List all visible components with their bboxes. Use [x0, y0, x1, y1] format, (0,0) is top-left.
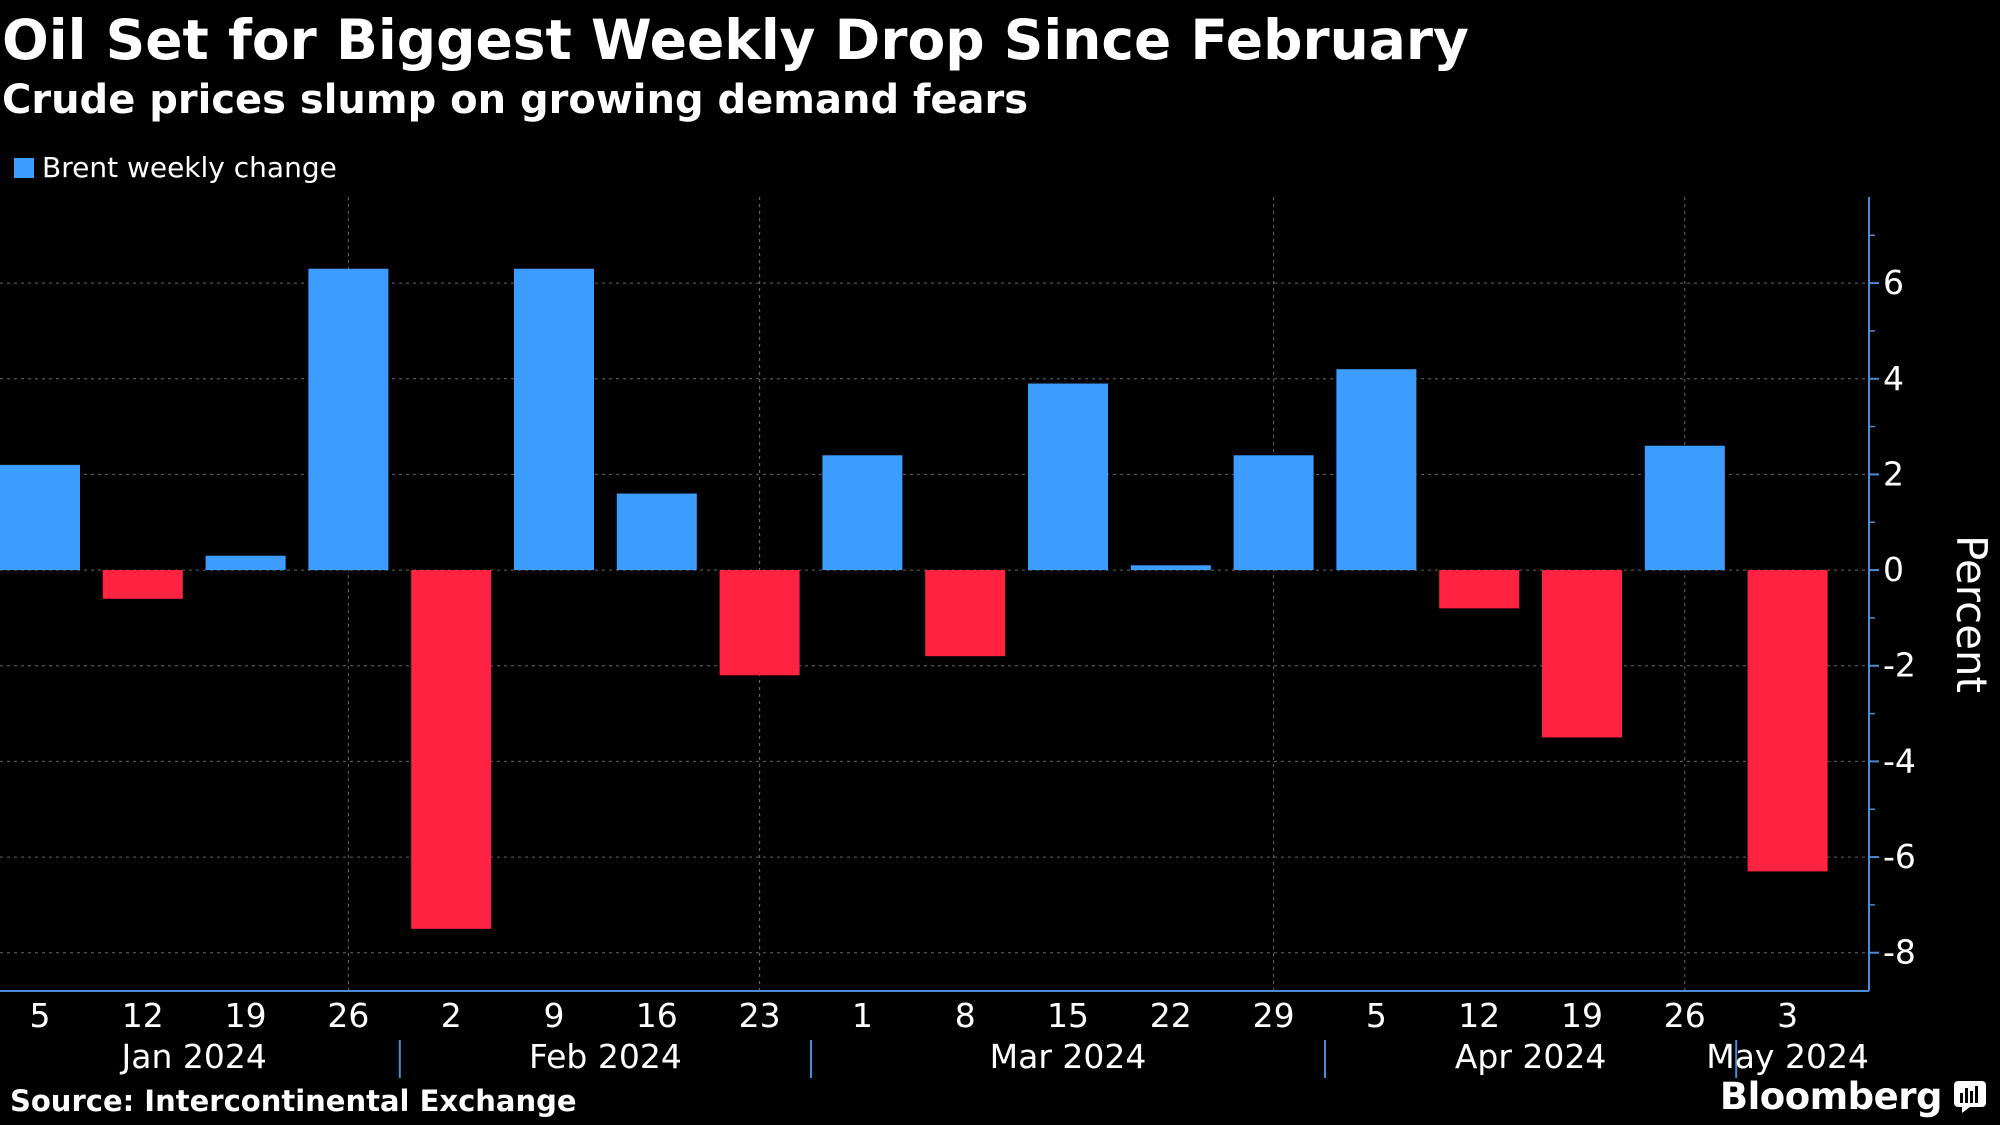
bar [102, 570, 183, 599]
x-month-label: Jan 2024 [120, 1037, 267, 1076]
bar [1336, 369, 1417, 571]
y-tick-label: -6 [1883, 837, 1916, 876]
bar [0, 464, 80, 571]
chart-title: Oil Set for Biggest Weekly Drop Since Fe… [2, 8, 1469, 72]
legend-swatch [14, 158, 34, 178]
bar [514, 268, 594, 571]
x-tick-label: 12 [122, 996, 164, 1035]
terminal-icon [1954, 1081, 1986, 1113]
bar [1130, 565, 1211, 571]
y-tick-label: -8 [1883, 933, 1916, 972]
bar [205, 555, 286, 571]
axes [0, 197, 1879, 1078]
bar [411, 570, 492, 929]
x-tick-label: 26 [1664, 996, 1706, 1035]
x-tick-label: 26 [327, 996, 369, 1035]
x-tick-label: 23 [739, 996, 781, 1035]
brand-name: Bloomberg [1719, 1075, 1943, 1118]
bar [822, 455, 903, 571]
y-axis-title: Percent [1947, 535, 1996, 693]
x-tick-label: 29 [1253, 996, 1295, 1035]
legend-label: Brent weekly change [42, 151, 337, 184]
x-tick-label: 12 [1458, 996, 1500, 1035]
x-tick-label: 1 [852, 996, 873, 1035]
bar [1028, 383, 1108, 571]
y-tick-label: -2 [1883, 646, 1916, 685]
bar [308, 268, 389, 571]
brand: Bloomberg [1720, 1073, 1988, 1121]
bar [1233, 455, 1314, 571]
bar [616, 493, 697, 571]
y-tick-label: 6 [1883, 263, 1904, 302]
y-tick-label: 2 [1883, 454, 1904, 493]
x-tick-label: 19 [225, 996, 267, 1035]
bar [719, 570, 800, 676]
y-tick-label: 0 [1883, 550, 1904, 589]
y-tick-label: 4 [1883, 359, 1904, 398]
x-tick-label: 9 [544, 996, 565, 1035]
x-month-label: May 2024 [1706, 1037, 1869, 1076]
x-tick-label: 15 [1047, 996, 1089, 1035]
x-tick-label: 16 [636, 996, 678, 1035]
x-tick-label: 5 [1366, 996, 1387, 1035]
bar [1439, 570, 1520, 609]
x-month-label: Apr 2024 [1455, 1037, 1607, 1076]
x-tick-label: 19 [1561, 996, 1603, 1035]
x-tick-label: 22 [1150, 996, 1192, 1035]
bar [1644, 445, 1725, 571]
source-note: Source: Intercontinental Exchange [10, 1084, 577, 1118]
bar [1747, 570, 1828, 872]
legend: Brent weekly change [14, 150, 337, 186]
x-month-label: Mar 2024 [990, 1037, 1147, 1076]
x-tick-label: 8 [955, 996, 976, 1035]
x-tick-label: 3 [1777, 996, 1798, 1035]
chart-subtitle: Crude prices slump on growing demand fea… [2, 77, 1029, 123]
x-tick-label: 2 [441, 996, 462, 1035]
bar [925, 570, 1006, 657]
bar [1542, 570, 1622, 738]
bars [0, 268, 1828, 929]
y-tick-label: -4 [1883, 741, 1916, 780]
x-tick-label: 5 [30, 996, 51, 1035]
x-month-label: Feb 2024 [529, 1037, 682, 1076]
